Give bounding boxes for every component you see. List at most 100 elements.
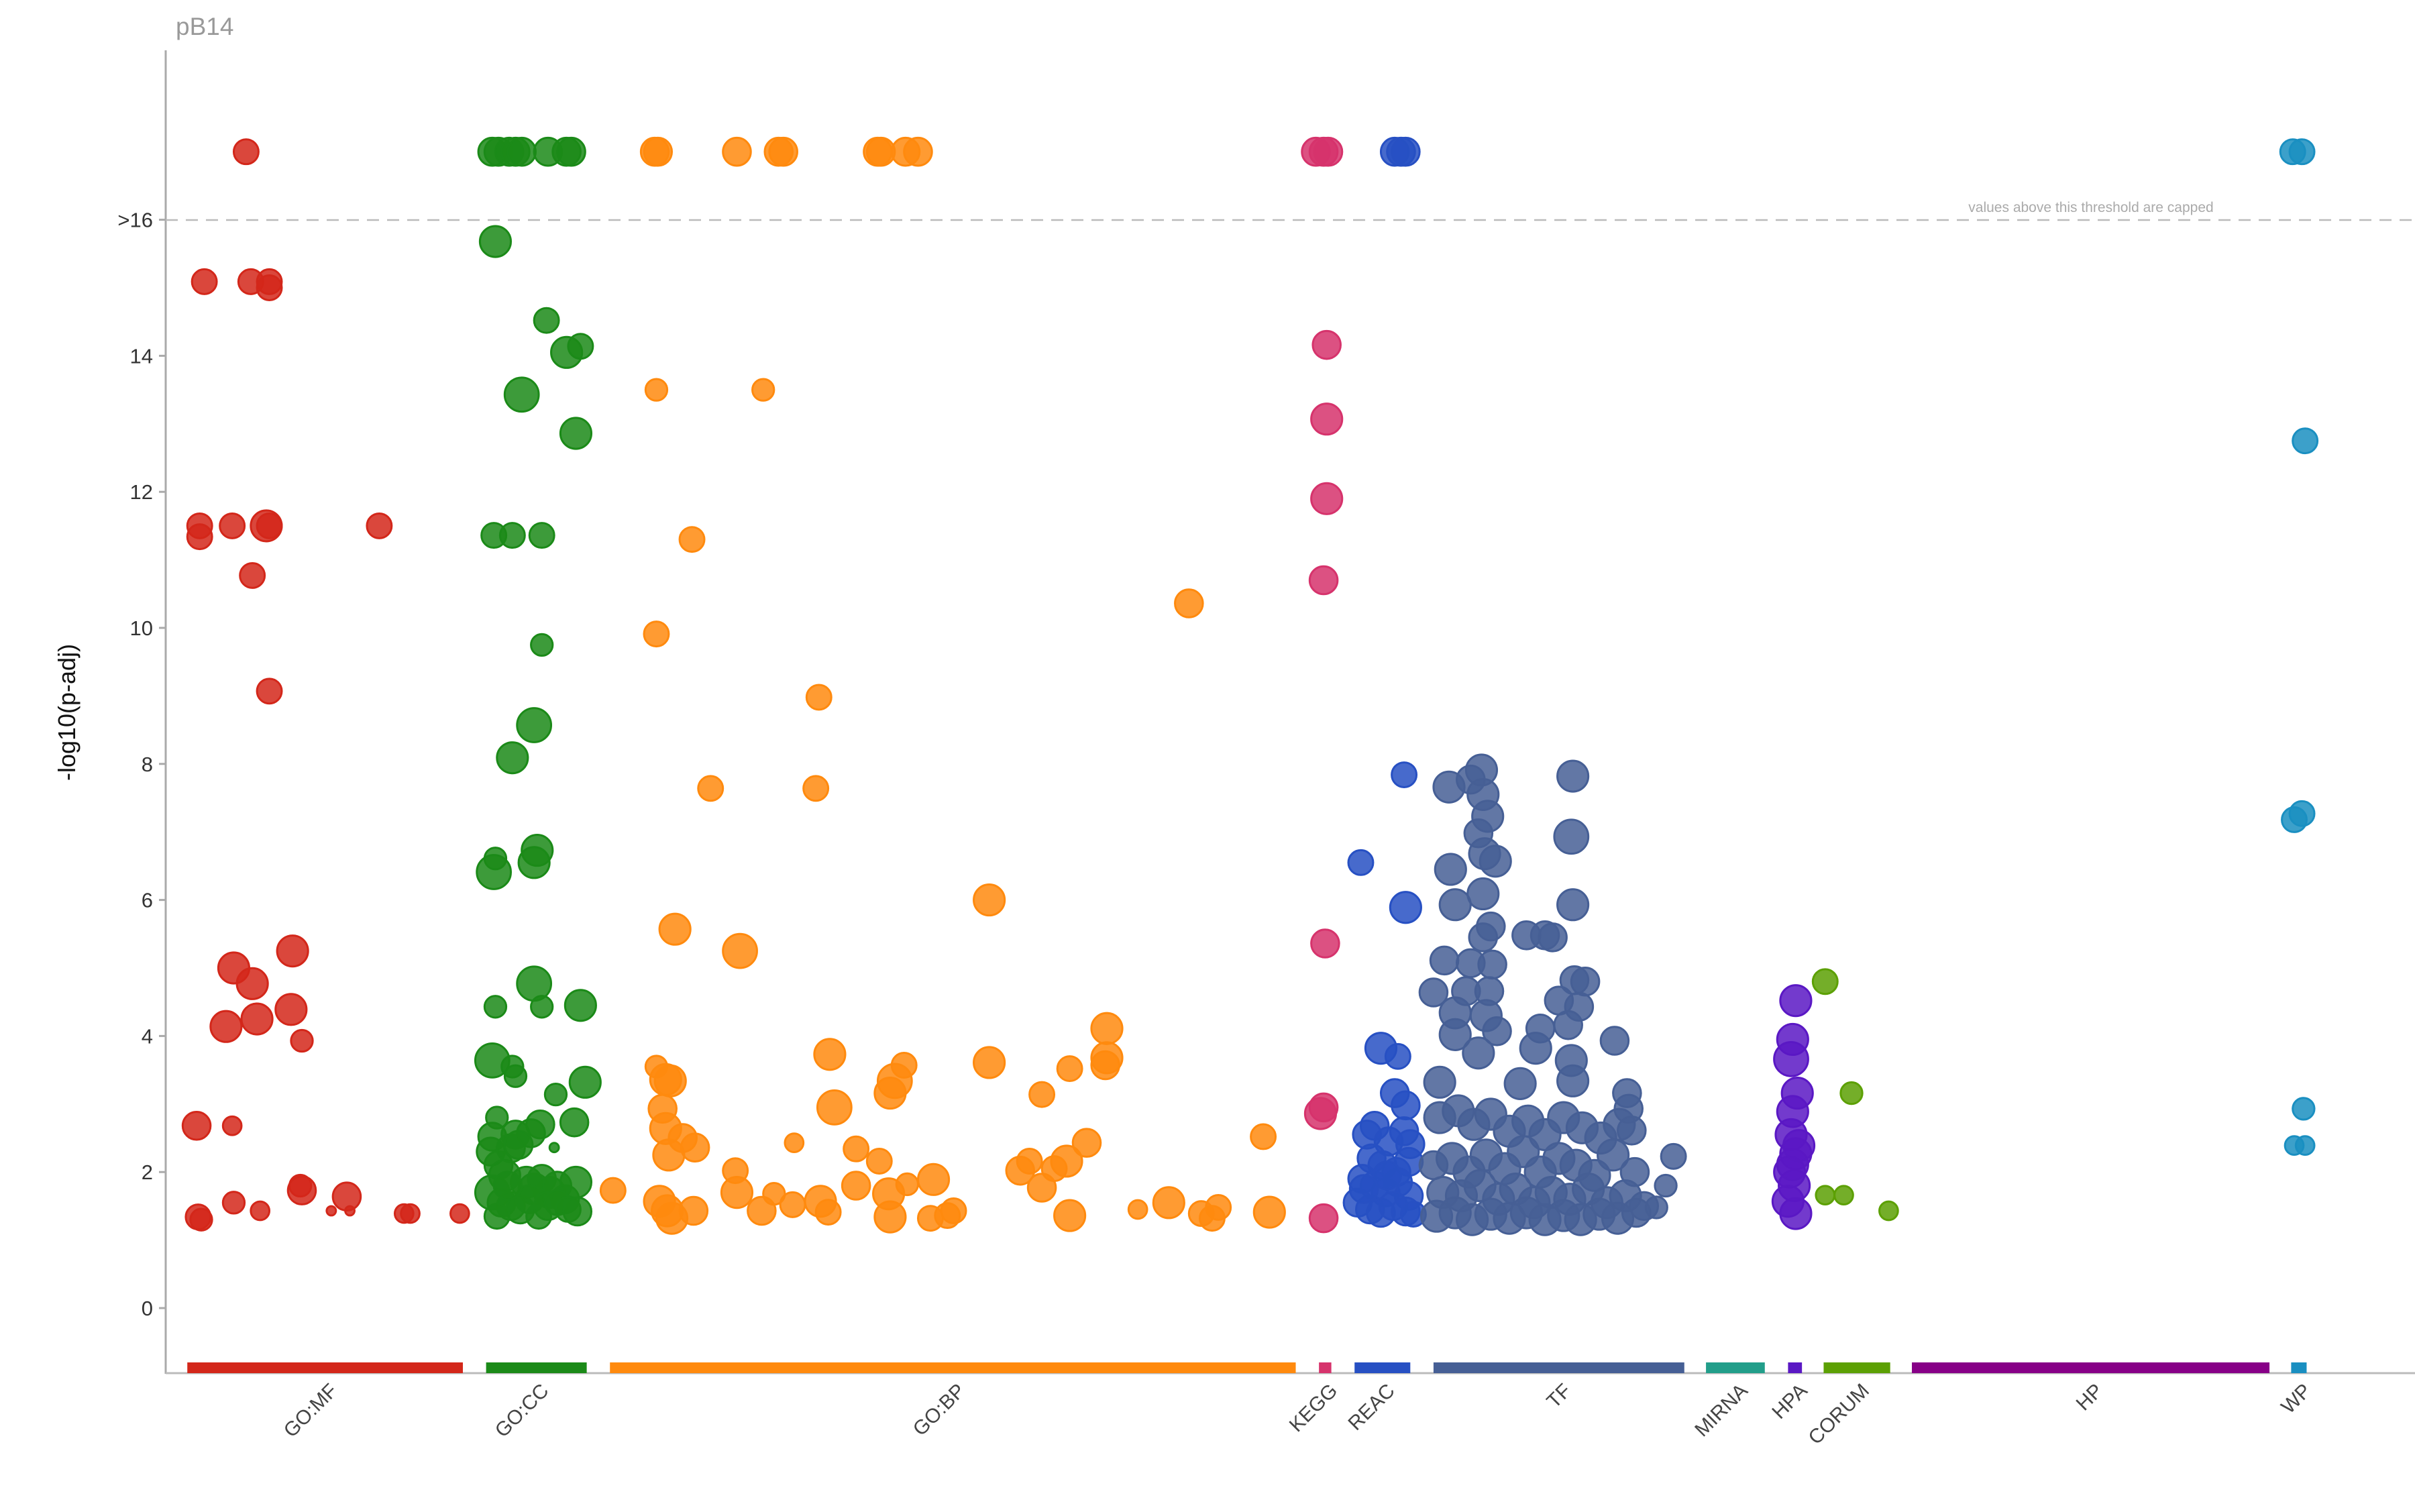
point-corum[interactable] [1811, 968, 1839, 995]
point-go-mf[interactable] [221, 1191, 246, 1215]
point-go-cc[interactable] [503, 376, 540, 413]
point-hpa[interactable] [1779, 984, 1813, 1018]
point-go-cc[interactable] [528, 522, 555, 549]
point-go-cc[interactable] [503, 1064, 528, 1088]
point-go-cc[interactable] [483, 1203, 511, 1230]
point-go-bp[interactable] [722, 136, 752, 167]
point-go-bp[interactable] [843, 1135, 870, 1163]
point-kegg[interactable] [1310, 402, 1344, 436]
point-go-mf[interactable] [286, 1175, 317, 1205]
point-go-bp[interactable] [747, 1195, 777, 1226]
point-go-bp[interactable] [873, 1200, 907, 1234]
point-tf[interactable] [1553, 1010, 1583, 1040]
point-go-bp[interactable] [751, 378, 775, 402]
point-reac[interactable] [1372, 1160, 1402, 1191]
point-go-bp[interactable] [841, 1171, 871, 1201]
point-go-cc[interactable] [503, 1130, 534, 1160]
point-tf[interactable] [1479, 845, 1512, 878]
point-go-mf[interactable] [256, 512, 283, 539]
point-tf[interactable] [1570, 967, 1601, 997]
point-go-mf[interactable] [290, 1028, 314, 1053]
point-go-bp[interactable] [903, 136, 933, 167]
point-tf[interactable] [1556, 888, 1590, 922]
point-tf[interactable] [1438, 888, 1472, 922]
point-go-mf[interactable] [221, 1115, 243, 1136]
point-tf[interactable] [1621, 1197, 1652, 1228]
point-go-bp[interactable] [865, 1148, 893, 1175]
point-kegg[interactable] [1308, 1203, 1339, 1234]
point-reac[interactable] [1389, 891, 1422, 924]
point-go-bp[interactable] [658, 912, 692, 946]
point-corum[interactable] [1839, 1081, 1864, 1105]
point-go-bp[interactable] [784, 1132, 805, 1153]
point-kegg[interactable] [1308, 565, 1339, 596]
point-go-cc[interactable] [530, 995, 554, 1019]
point-go-cc[interactable] [562, 1196, 593, 1227]
point-go-bp[interactable] [802, 775, 830, 802]
point-go-bp[interactable] [814, 1199, 842, 1226]
point-go-mf[interactable] [449, 1203, 470, 1224]
point-go-bp[interactable] [644, 378, 669, 402]
point-go-bp[interactable] [1252, 1195, 1286, 1229]
point-go-mf[interactable] [366, 512, 393, 539]
point-tf[interactable] [1597, 1138, 1630, 1172]
point-go-mf[interactable] [235, 967, 269, 1000]
point-go-mf[interactable] [256, 274, 283, 301]
point-go-cc[interactable] [492, 1171, 523, 1201]
point-tf[interactable] [1556, 759, 1590, 793]
point-go-bp[interactable] [667, 1123, 698, 1153]
point-go-bp[interactable] [1090, 1012, 1124, 1045]
point-go-mf[interactable] [186, 523, 213, 551]
point-kegg[interactable] [1310, 482, 1344, 515]
point-go-bp[interactable] [1040, 1155, 1068, 1183]
point-go-mf[interactable] [209, 1010, 243, 1043]
point-reac[interactable] [1348, 1174, 1379, 1204]
point-go-bp[interactable] [643, 136, 674, 167]
point-go-bp[interactable] [653, 1064, 687, 1097]
point-go-bp[interactable] [1127, 1199, 1148, 1220]
point-wp[interactable] [2292, 427, 2319, 455]
point-tf[interactable] [1432, 770, 1466, 804]
point-go-bp[interactable] [1028, 1081, 1056, 1108]
point-go-cc[interactable] [478, 225, 513, 258]
point-go-bp[interactable] [720, 1176, 754, 1209]
point-tf[interactable] [1468, 922, 1499, 953]
point-go-cc[interactable] [483, 995, 508, 1019]
point-go-mf[interactable] [189, 1207, 213, 1232]
point-corum[interactable] [1815, 1185, 1836, 1206]
point-go-bp[interactable] [768, 136, 798, 167]
point-tf[interactable] [1482, 1016, 1512, 1046]
point-go-cc[interactable] [516, 965, 553, 1002]
point-tf[interactable] [1519, 1032, 1552, 1065]
point-tf[interactable] [1418, 977, 1449, 1008]
point-go-bp[interactable] [813, 1038, 847, 1071]
point-tf[interactable] [1556, 1064, 1590, 1097]
point-go-bp[interactable] [973, 883, 1006, 917]
point-reac[interactable] [1347, 849, 1375, 876]
point-go-bp[interactable] [1005, 1155, 1036, 1186]
point-tf[interactable] [1660, 1142, 1687, 1170]
point-go-bp[interactable] [1250, 1123, 1277, 1150]
point-reac[interactable] [1384, 1042, 1411, 1070]
point-go-mf[interactable] [191, 268, 218, 295]
point-tf[interactable] [1434, 853, 1467, 886]
point-go-cc[interactable] [556, 136, 586, 167]
point-go-bp[interactable] [865, 136, 896, 167]
point-go-bp[interactable] [1198, 1205, 1226, 1232]
point-go-mf[interactable] [344, 1205, 356, 1217]
point-kegg[interactable] [1313, 136, 1344, 167]
point-tf[interactable] [1429, 945, 1460, 976]
point-go-bp[interactable] [805, 684, 833, 711]
point-go-cc[interactable] [516, 707, 553, 743]
point-go-cc[interactable] [533, 307, 560, 334]
point-go-cc[interactable] [568, 1065, 602, 1099]
point-tf[interactable] [1477, 949, 1507, 980]
point-go-mf[interactable] [276, 934, 309, 968]
point-go-cc[interactable] [564, 989, 597, 1022]
point-go-bp[interactable] [816, 1089, 853, 1126]
point-go-mf[interactable] [250, 1200, 271, 1222]
point-hpa[interactable] [1773, 1040, 1809, 1077]
point-wp[interactable] [2294, 1135, 2316, 1156]
point-go-cc[interactable] [559, 1107, 590, 1138]
point-go-cc[interactable] [476, 854, 513, 890]
